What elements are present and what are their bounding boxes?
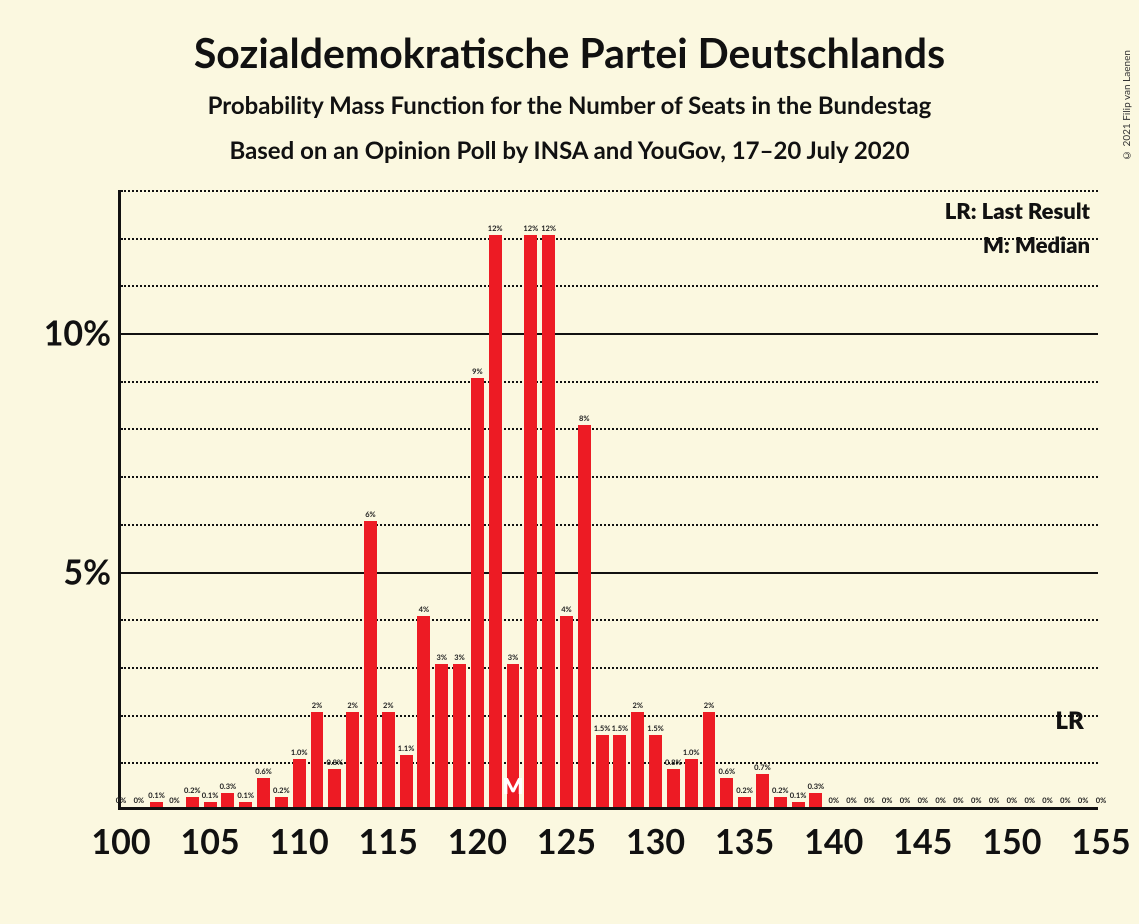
gridline-minor bbox=[121, 428, 1098, 430]
gridline-minor bbox=[121, 238, 1098, 240]
gridline-minor bbox=[121, 524, 1098, 526]
x-tick-label: 110 bbox=[270, 821, 329, 862]
bar-value-label: 0% bbox=[1081, 796, 1121, 805]
bar bbox=[435, 664, 448, 807]
chart-title: Sozialdemokratische Partei Deutschlands bbox=[0, 28, 1139, 77]
x-tick-label: 120 bbox=[448, 821, 507, 862]
gridline-minor bbox=[121, 190, 1098, 192]
bar bbox=[685, 759, 698, 807]
bar bbox=[667, 769, 680, 807]
bar bbox=[239, 802, 252, 807]
gridline-minor bbox=[121, 476, 1098, 478]
bar-value-label: 0.3% bbox=[796, 782, 836, 791]
bar bbox=[417, 616, 430, 807]
chart-legend: LR: Last Result M: Median bbox=[945, 194, 1090, 262]
bar-value-label: 0.7% bbox=[742, 763, 782, 772]
bar-value-label: 1.5% bbox=[636, 724, 676, 733]
x-tick-label: 155 bbox=[1071, 821, 1130, 862]
gridline-minor bbox=[121, 619, 1098, 621]
gridline-major bbox=[121, 333, 1098, 335]
chart-subtitle-1: Probability Mass Function for the Number… bbox=[0, 91, 1139, 120]
bar bbox=[542, 235, 555, 807]
bar bbox=[792, 802, 805, 807]
bar-value-label: 6% bbox=[350, 510, 390, 519]
x-tick-label: 150 bbox=[982, 821, 1041, 862]
bar bbox=[489, 235, 502, 807]
legend-m: M: Median bbox=[945, 228, 1090, 262]
bar bbox=[453, 664, 466, 807]
bar bbox=[524, 235, 537, 807]
median-marker: M bbox=[502, 772, 523, 799]
y-tick-label: 5% bbox=[63, 551, 111, 592]
x-tick-label: 105 bbox=[180, 821, 239, 862]
bar-value-label: 2% bbox=[368, 701, 408, 710]
bar-value-label: 2% bbox=[689, 701, 729, 710]
bar bbox=[703, 712, 716, 807]
x-tick-label: 115 bbox=[359, 821, 418, 862]
bar bbox=[596, 735, 609, 807]
bar bbox=[346, 712, 359, 807]
gridline-minor bbox=[121, 285, 1098, 287]
bar bbox=[400, 755, 413, 807]
bar bbox=[382, 712, 395, 807]
x-tick-label: 130 bbox=[626, 821, 685, 862]
bar-value-label: 2% bbox=[618, 701, 658, 710]
gridline-minor bbox=[121, 762, 1098, 764]
x-tick-label: 140 bbox=[804, 821, 863, 862]
bar-value-label: 4% bbox=[404, 605, 444, 614]
bar bbox=[293, 759, 306, 807]
x-tick-label: 145 bbox=[893, 821, 952, 862]
gridline-minor bbox=[121, 667, 1098, 669]
plot-area: LR: Last Result M: Median 5%10%100105110… bbox=[118, 190, 1098, 810]
bar-value-label: 0.6% bbox=[707, 767, 747, 776]
bar bbox=[328, 769, 341, 807]
bar-value-label: 0.3% bbox=[208, 782, 248, 791]
bar bbox=[649, 735, 662, 807]
bar bbox=[738, 797, 751, 807]
bar-value-label: 2% bbox=[297, 701, 337, 710]
last-result-marker: LR bbox=[1055, 706, 1083, 735]
bar bbox=[204, 802, 217, 807]
bar-value-label: 12% bbox=[475, 224, 515, 233]
bar bbox=[275, 797, 288, 807]
bar-value-label: 8% bbox=[564, 414, 604, 423]
bar bbox=[471, 378, 484, 807]
chart-container: LR: Last Result M: Median 5% 10% 100 105 110… bbox=[28, 190, 1118, 870]
x-tick-label: 135 bbox=[715, 821, 774, 862]
bar-value-label: 12% bbox=[529, 224, 569, 233]
gridline-minor bbox=[121, 715, 1098, 717]
chart-subtitle-2: Based on an Opinion Poll by INSA and You… bbox=[0, 136, 1139, 165]
bar bbox=[560, 616, 573, 807]
gridline-major bbox=[121, 572, 1098, 574]
legend-lr: LR: Last Result bbox=[945, 194, 1090, 228]
gridline-minor bbox=[121, 381, 1098, 383]
x-tick-label: 125 bbox=[537, 821, 596, 862]
x-tick-label: 100 bbox=[91, 821, 150, 862]
title-block: Sozialdemokratische Partei Deutschlands … bbox=[0, 0, 1139, 165]
bar bbox=[613, 735, 626, 807]
y-tick-label: 10% bbox=[44, 313, 111, 354]
bar bbox=[364, 521, 377, 807]
bar bbox=[578, 425, 591, 807]
copyright-text: © 2021 Filip van Laenen bbox=[1121, 50, 1133, 161]
bar-value-label: 0.6% bbox=[244, 767, 284, 776]
